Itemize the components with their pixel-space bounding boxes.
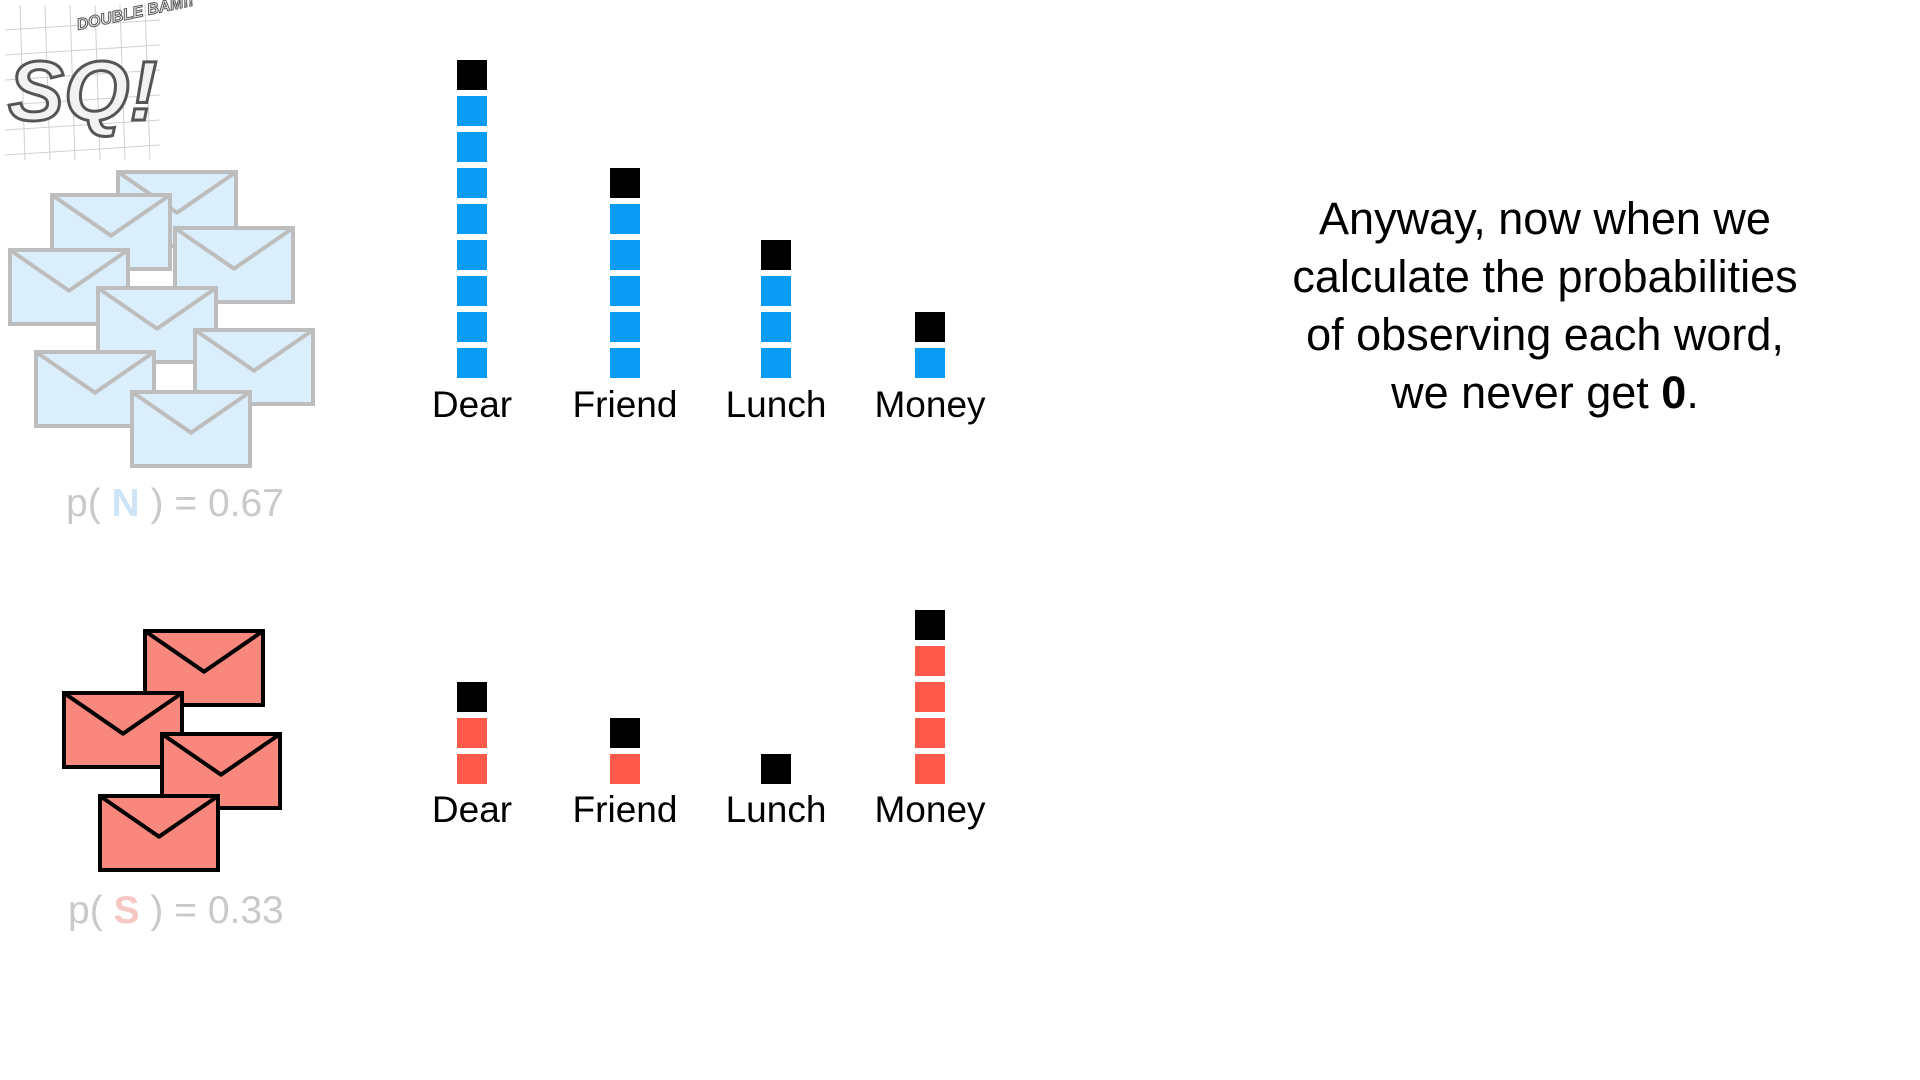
prior-spam-label: p( S ) = 0.33: [68, 889, 284, 933]
bar-money: [915, 610, 945, 784]
category-label: Money: [874, 384, 986, 425]
word-count-box: [915, 754, 945, 784]
caption-line-4-text: we never get: [1391, 367, 1662, 418]
bar-dear: [457, 60, 487, 378]
bar-lunch: [761, 754, 791, 784]
word-count-box: [457, 718, 487, 748]
caption-line-4: we never get 0.: [1220, 364, 1870, 422]
category-label: Friend: [573, 789, 678, 830]
normal-envelope-icon: [96, 286, 218, 364]
caption-zero: 0: [1661, 367, 1687, 418]
normal-messages-pile: [8, 170, 315, 468]
word-count-box: [915, 718, 945, 748]
normal-envelope-icon: [193, 328, 315, 406]
pseudocount-box: [915, 610, 945, 640]
caption-period: .: [1686, 367, 1699, 418]
prior-normal-value: ) = 0.67: [150, 482, 284, 525]
prior-normal-label: p( N ) = 0.67: [66, 482, 284, 526]
word-count-box: [761, 348, 791, 378]
bar-friend: [610, 168, 640, 378]
category-label: Dear: [432, 789, 512, 830]
word-count-box: [457, 204, 487, 234]
caption-line-2: calculate the probabilities: [1292, 251, 1798, 302]
caption-line-1: Anyway, now when we: [1319, 193, 1771, 244]
prior-normal-prefix: p(: [66, 482, 101, 525]
word-count-box: [915, 646, 945, 676]
word-count-box: [915, 682, 945, 712]
word-count-box: [610, 348, 640, 378]
word-count-box: [761, 276, 791, 306]
logo-main-text: SQ!: [8, 44, 157, 138]
category-label: Lunch: [726, 789, 827, 830]
bar-money: [915, 312, 945, 378]
word-count-box: [457, 168, 487, 198]
pseudocount-box: [915, 312, 945, 342]
word-count-box: [761, 312, 791, 342]
prior-spam-class: S: [113, 889, 140, 932]
spam-envelope-icon: [62, 691, 184, 769]
bar-lunch: [761, 240, 791, 378]
word-count-box: [457, 276, 487, 306]
spam-envelope-icon: [98, 794, 220, 872]
word-count-box: [457, 240, 487, 270]
bar-dear: [457, 682, 487, 784]
bar-friend: [610, 718, 640, 784]
prior-spam-value: ) = 0.33: [150, 889, 284, 932]
pseudocount-box: [761, 754, 791, 784]
word-count-box: [457, 96, 487, 126]
category-label: Friend: [573, 384, 678, 425]
pseudocount-box: [457, 60, 487, 90]
category-label: Money: [874, 789, 986, 830]
word-count-box: [610, 204, 640, 234]
word-count-box: [610, 240, 640, 270]
word-count-box: [610, 754, 640, 784]
word-count-box: [610, 276, 640, 306]
word-count-box: [457, 754, 487, 784]
caption-line-3: of observing each word,: [1306, 309, 1784, 360]
word-count-box: [457, 312, 487, 342]
logo-tag-text: DOUBLE BAM!!: [75, 0, 196, 34]
category-label: Dear: [432, 384, 512, 425]
normal-envelope-icon: [130, 390, 252, 468]
word-count-box: [610, 312, 640, 342]
word-count-box: [915, 348, 945, 378]
narration-caption: Anyway, now when we calculate the probab…: [1220, 190, 1870, 422]
prior-spam-prefix: p(: [68, 889, 103, 932]
pseudocount-box: [610, 718, 640, 748]
pseudocount-box: [610, 168, 640, 198]
word-count-box: [457, 348, 487, 378]
word-count-box: [457, 132, 487, 162]
pseudocount-box: [761, 240, 791, 270]
normal-envelope-icon: [173, 226, 295, 304]
normal-word-count-chart: Dear Friend Lunch Money: [432, 60, 986, 425]
statquest-logo: SQ! DOUBLE BAM!!: [4, 0, 196, 161]
pseudocount-box: [457, 682, 487, 712]
prior-normal-class: N: [111, 482, 140, 525]
spam-word-count-chart: Dear Friend Lunch Money: [432, 610, 986, 830]
spam-messages-pile: [62, 629, 282, 872]
category-label: Lunch: [726, 384, 827, 425]
